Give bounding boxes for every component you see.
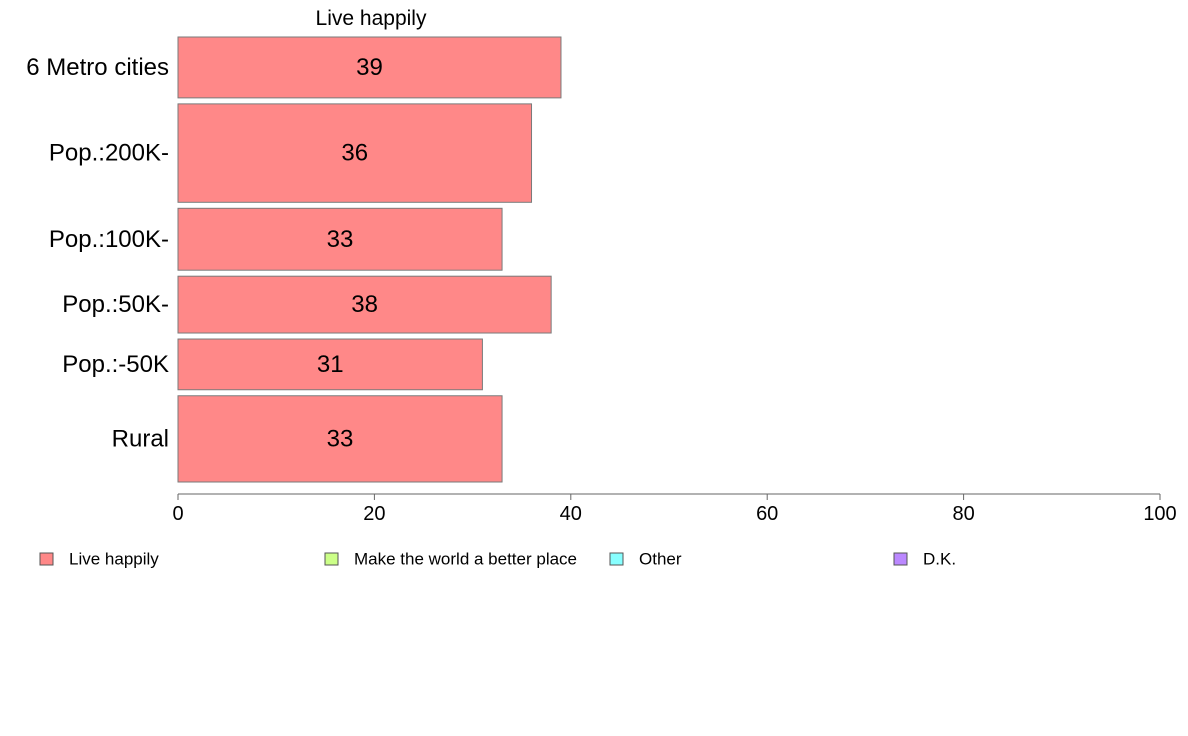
- bar: [177, 36, 562, 99]
- x-tick-label: 20: [363, 503, 385, 525]
- category-label: Pop.:100K-: [49, 226, 169, 253]
- legend-swatch: [39, 552, 54, 566]
- legend-swatch: [893, 552, 908, 566]
- legend-label: Live happily: [69, 550, 159, 569]
- bars-group: 6 Metro cities 39 Pop.:200K- 36 Pop.:100K- 33…: [26, 36, 562, 483]
- legend-label: Make the world a better place: [354, 550, 577, 569]
- data-label: 33: [327, 425, 354, 452]
- category-label: Rural: [112, 425, 169, 452]
- category-label: Pop.:-50K: [62, 351, 169, 378]
- data-label: 33: [327, 226, 354, 253]
- x-tick-label: 100: [1143, 503, 1176, 525]
- category-label: Pop.:200K-: [49, 140, 169, 167]
- x-tick-label: 40: [560, 503, 582, 525]
- legend-label: Other: [639, 550, 682, 569]
- legend-swatch: [609, 552, 624, 566]
- legend-label: D.K.: [923, 550, 956, 569]
- bar: [177, 338, 483, 391]
- x-tick-label: 80: [952, 503, 974, 525]
- x-tick-label: 0: [172, 503, 183, 525]
- data-label: 39: [356, 54, 383, 81]
- chart-title: Live happily: [316, 7, 427, 30]
- x-tick-label: 60: [756, 503, 778, 525]
- data-label: 31: [317, 351, 344, 378]
- category-label: Pop.:50K-: [62, 291, 169, 318]
- legend: Live happily Make the world a better plac…: [39, 550, 956, 569]
- data-label: 36: [341, 140, 368, 167]
- bar: [177, 207, 503, 271]
- bar: [177, 275, 552, 334]
- x-axis: 0 20 40 60 80 100: [172, 493, 1177, 525]
- bar: [177, 395, 503, 483]
- data-label: 38: [351, 291, 378, 318]
- category-label: 6 Metro cities: [26, 54, 169, 81]
- legend-swatch: [324, 552, 339, 566]
- bar: [177, 103, 533, 203]
